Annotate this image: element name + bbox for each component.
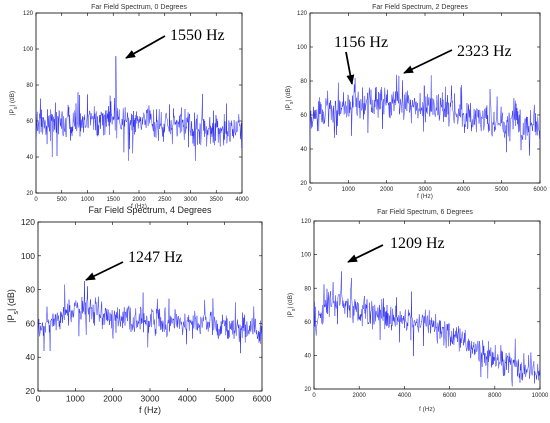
y-tick-label: 100	[297, 45, 308, 51]
x-ticks: 0 500 1000 1500 2000 2500 3000 3500 4000	[34, 13, 249, 203]
y-tick-label: 80	[304, 286, 311, 292]
spectrum-line	[37, 281, 263, 354]
annotation-arrow	[125, 35, 166, 59]
spectrum-line	[309, 74, 541, 156]
y-ticks: 20 40 60 80 100 120	[23, 11, 242, 197]
plot-frame	[37, 221, 263, 392]
x-tick-label: 500	[57, 197, 68, 203]
y-axis-label: |Ps| (dB)	[287, 293, 297, 317]
y-tick-label: 80	[26, 285, 36, 295]
x-tick-label: 4000	[398, 393, 412, 399]
x-tick-label: 6000	[253, 394, 272, 404]
panel-6-degrees: Far Field Spectrum, 6 Degrees 20 40 60 80 10…	[287, 209, 549, 413]
x-tick-label: 6000	[443, 393, 457, 399]
annotation-1550hz: 1550 Hz	[170, 27, 225, 44]
y-tick-label: 80	[26, 83, 33, 89]
x-tick-label: 1000	[342, 187, 356, 193]
annotation-arrow	[85, 261, 124, 281]
chart-title: Far Field Spectrum, 2 Degrees	[372, 4, 468, 11]
x-tick-label: 2500	[158, 197, 172, 203]
chart-title: Far Field Spectrum, 4 Degrees	[88, 205, 212, 215]
annotation-arrow	[347, 244, 384, 263]
annotation-1247hz: 1247 Hz	[128, 249, 183, 266]
x-tick-label: 3000	[141, 394, 160, 404]
panel-2-degrees: Far Field Spectrum, 2 Degrees 20 40 60 80 10…	[285, 4, 547, 200]
x-tick-label: 5000	[495, 187, 509, 193]
x-tick-label: 0	[312, 393, 316, 399]
annotation-arrow	[345, 51, 355, 85]
x-tick-label: 2000	[103, 394, 122, 404]
x-ticks: 0 1000 2000 3000 4000 5000 6000	[308, 13, 547, 193]
x-ticks: 0 2000 4000 6000 8000 10000	[312, 221, 549, 399]
y-tick-label: 120	[21, 217, 35, 227]
x-tick-label: 8000	[488, 393, 502, 399]
x-axis-label: f (Hz)	[417, 193, 433, 200]
y-tick-label: 120	[297, 11, 308, 17]
x-tick-label: 2000	[380, 187, 394, 193]
x-tick-label: 0	[34, 197, 38, 203]
y-tick-label: 60	[26, 119, 33, 125]
annotation-1209hz: 1209 Hz	[390, 235, 445, 252]
y-tick-label: 40	[304, 354, 311, 360]
y-tick-label: 20	[26, 386, 36, 396]
annotation-2323hz: 2323 Hz	[457, 43, 512, 60]
y-ticks: 20 40 60 80 100 120	[297, 11, 540, 187]
annotation-arrow	[403, 49, 453, 74]
y-tick-label: 20	[300, 181, 307, 187]
x-axis-label: f (Hz)	[139, 405, 161, 415]
x-tick-label: 10000	[532, 393, 549, 399]
y-tick-label: 20	[304, 387, 311, 393]
chart-title: Far Field Spectrum, 6 Degrees	[377, 209, 473, 216]
y-tick-label: 100	[23, 47, 34, 53]
y-tick-label: 40	[26, 352, 36, 362]
x-tick-label: 5000	[215, 394, 234, 404]
panel-0-degrees: Far Field Spectrum, 0 Degrees 20 40 60 80 10…	[9, 4, 249, 210]
x-axis-label: f (Hz)	[131, 203, 147, 210]
y-tick-label: 120	[23, 11, 34, 17]
x-tick-label: 4000	[457, 187, 471, 193]
chart-title: Far Field Spectrum, 0 Degrees	[91, 4, 187, 11]
x-tick-label: 2000	[353, 393, 367, 399]
spectrum-line	[313, 271, 541, 387]
x-tick-label: 3000	[418, 187, 432, 193]
y-tick-label: 20	[26, 191, 33, 197]
x-ticks: 0 1000 2000 3000 4000 5000 6000	[36, 222, 272, 404]
x-tick-label: 0	[308, 187, 312, 193]
y-tick-label: 60	[304, 320, 311, 326]
y-axis-label: |Ps| (dB)	[285, 86, 295, 110]
x-axis-label: f (Hz)	[419, 406, 435, 413]
y-tick-label: 100	[21, 251, 35, 261]
x-tick-label: 1000	[81, 197, 95, 203]
x-tick-label: 2000	[132, 197, 146, 203]
spectrum-line	[35, 55, 243, 161]
panel-4-degrees: Far Field Spectrum, 4 Degrees 20 40 60 80 10…	[6, 205, 272, 415]
x-tick-label: 1500	[107, 197, 121, 203]
annotation-1156hz: 1156 Hz	[334, 34, 388, 51]
x-tick-label: 3000	[184, 197, 198, 203]
y-axis-label: |Ps| (dB)	[6, 289, 20, 323]
y-tick-label: 40	[26, 155, 33, 161]
y-tick-label: 60	[26, 318, 36, 328]
y-ticks: 20 40 60 80 100 120	[301, 219, 540, 393]
x-tick-label: 0	[36, 394, 41, 404]
x-tick-label: 3500	[210, 197, 224, 203]
x-tick-label: 4000	[235, 197, 249, 203]
x-tick-label: 6000	[533, 187, 547, 193]
x-tick-label: 1000	[66, 394, 85, 404]
y-axis-label: |Ps| (dB)	[9, 91, 19, 115]
y-tick-label: 60	[300, 113, 307, 119]
y-tick-label: 80	[300, 79, 307, 85]
y-tick-label: 120	[301, 219, 312, 225]
x-tick-label: 4000	[178, 394, 197, 404]
plot-frame	[35, 12, 243, 194]
y-tick-label: 40	[300, 147, 307, 153]
y-tick-label: 100	[301, 253, 312, 259]
